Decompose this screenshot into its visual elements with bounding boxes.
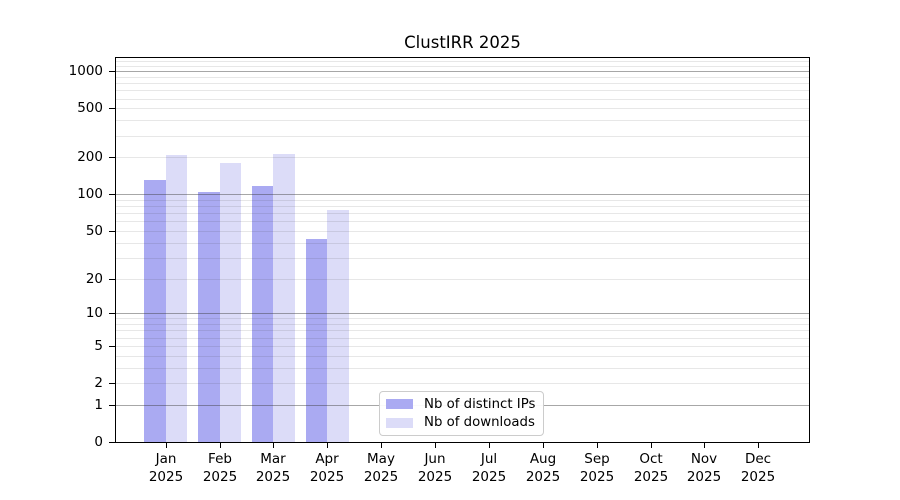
y-tick-mark-1000 <box>109 71 115 72</box>
x-tick-mark-may-2025 <box>381 443 382 448</box>
x-tick-mark-mar-2025 <box>273 443 274 448</box>
y-tick-mark-20 <box>109 279 115 280</box>
x-tick-label-may-2025: May 2025 <box>363 451 399 485</box>
gridline-1000 <box>116 71 809 72</box>
x-tick-mark-feb-2025 <box>220 443 221 448</box>
y-tick-mark-50 <box>109 231 115 232</box>
x-tick-mark-oct-2025 <box>651 443 652 448</box>
gridline-300 <box>116 136 809 137</box>
x-tick-label-feb-2025: Feb 2025 <box>202 451 238 485</box>
y-tick-label-1: 1 <box>94 397 103 413</box>
y-tick-label-200: 200 <box>77 149 103 165</box>
legend-swatch-downloads <box>386 417 413 428</box>
legend-label-downloads: Nb of downloads <box>424 415 535 431</box>
x-tick-label-jan-2025: Jan 2025 <box>148 451 184 485</box>
chart-title: ClustIRR 2025 <box>404 33 521 52</box>
bar-nb-of-downloads-apr-2025 <box>327 210 349 442</box>
y-tick-mark-2 <box>109 383 115 384</box>
y-tick-label-50: 50 <box>85 223 103 239</box>
y-tick-mark-200 <box>109 157 115 158</box>
gridline-600 <box>116 99 809 100</box>
gridline-900 <box>116 77 809 78</box>
x-tick-mark-nov-2025 <box>704 443 705 448</box>
y-tick-label-0: 0 <box>94 434 103 450</box>
gridline-400 <box>116 120 809 121</box>
x-tick-label-apr-2025: Apr 2025 <box>309 451 345 485</box>
x-tick-label-jul-2025: Jul 2025 <box>471 451 507 485</box>
y-tick-mark-0 <box>109 442 115 443</box>
plot-area: Nb of distinct IPs Nb of downloads <box>115 57 810 443</box>
gridline-1200 <box>116 61 809 62</box>
gridline-200 <box>116 157 809 158</box>
y-tick-mark-500 <box>109 108 115 109</box>
x-tick-mark-aug-2025 <box>543 443 544 448</box>
x-tick-label-nov-2025: Nov 2025 <box>686 451 722 485</box>
y-tick-label-10: 10 <box>85 305 103 321</box>
gridline-700 <box>116 90 809 91</box>
y-tick-label-20: 20 <box>85 271 103 287</box>
x-tick-label-jun-2025: Jun 2025 <box>417 451 453 485</box>
legend: Nb of distinct IPs Nb of downloads <box>379 391 544 436</box>
x-tick-label-mar-2025: Mar 2025 <box>255 451 291 485</box>
bar-nb-of-downloads-feb-2025 <box>219 163 241 442</box>
y-tick-mark-1 <box>109 405 115 406</box>
bar-nb-of-downloads-jan-2025 <box>165 154 187 442</box>
y-tick-mark-5 <box>109 346 115 347</box>
x-tick-mark-jun-2025 <box>435 443 436 448</box>
x-tick-mark-dec-2025 <box>758 443 759 448</box>
legend-swatch-distinct-ips <box>386 399 413 410</box>
x-tick-label-dec-2025: Dec 2025 <box>740 451 776 485</box>
legend-item-downloads: Nb of downloads <box>386 414 537 431</box>
bar-nb-of-distinct-ips-apr-2025 <box>306 238 328 442</box>
x-tick-label-sep-2025: Sep 2025 <box>579 451 615 485</box>
x-tick-mark-jul-2025 <box>489 443 490 448</box>
gridline-1100 <box>116 66 809 67</box>
bar-nb-of-distinct-ips-feb-2025 <box>198 192 220 442</box>
x-tick-mark-sep-2025 <box>597 443 598 448</box>
gridline-500 <box>116 108 809 109</box>
y-tick-label-1000: 1000 <box>68 63 103 79</box>
bar-nb-of-downloads-mar-2025 <box>273 153 295 442</box>
bar-nb-of-distinct-ips-mar-2025 <box>252 185 274 442</box>
y-tick-mark-100 <box>109 194 115 195</box>
y-tick-label-100: 100 <box>77 186 103 202</box>
x-tick-label-oct-2025: Oct 2025 <box>633 451 669 485</box>
legend-item-distinct-ips: Nb of distinct IPs <box>386 396 537 413</box>
x-tick-mark-jan-2025 <box>166 443 167 448</box>
y-tick-mark-10 <box>109 313 115 314</box>
x-tick-mark-apr-2025 <box>327 443 328 448</box>
gridline-800 <box>116 83 809 84</box>
legend-label-distinct-ips: Nb of distinct IPs <box>424 396 536 412</box>
y-tick-label-2: 2 <box>94 375 103 391</box>
bar-nb-of-distinct-ips-jan-2025 <box>144 180 166 442</box>
y-tick-label-5: 5 <box>94 338 103 354</box>
y-tick-label-500: 500 <box>77 100 103 116</box>
x-tick-label-aug-2025: Aug 2025 <box>525 451 561 485</box>
